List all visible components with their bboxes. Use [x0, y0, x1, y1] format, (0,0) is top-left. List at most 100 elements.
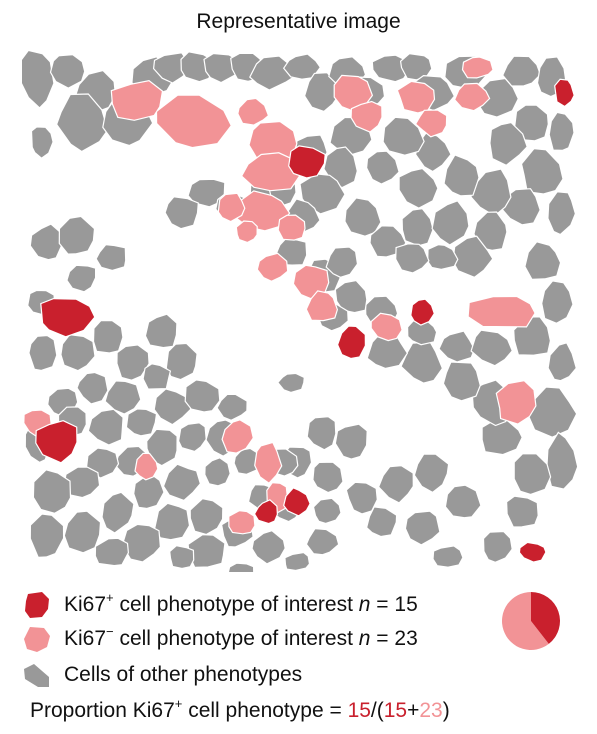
ki67-negative-cell: [228, 509, 256, 535]
other-cell: [400, 341, 444, 384]
ki67-positive-cell: [554, 78, 575, 108]
other-cell: [22, 49, 55, 109]
other-cell: [144, 313, 178, 349]
other-cell: [55, 93, 109, 153]
ki67-negative-cell: [110, 79, 164, 121]
other-cell: [382, 116, 425, 156]
legend-other-cells: Cells of other phenotypes: [22, 660, 302, 690]
other-cell: [216, 393, 248, 421]
ki67-negative-cell: [414, 109, 448, 138]
other-cell: [60, 333, 96, 372]
ki67-negative-cell: [134, 452, 159, 481]
other-cell: [365, 506, 398, 538]
other-cell: [104, 380, 142, 415]
ki67-positive-cell: [253, 499, 279, 525]
other-cell-icon: [24, 664, 49, 687]
ki67-negative-cell: [370, 312, 403, 342]
ki67-negative-cell: [396, 80, 436, 114]
figure-title: Representative image: [196, 10, 401, 33]
other-cell: [249, 55, 296, 91]
other-cell: [58, 215, 96, 255]
other-cell: [312, 461, 344, 494]
other-cell: [306, 416, 337, 451]
other-cell: [501, 55, 542, 87]
other-cell: [63, 510, 102, 554]
other-cell: [187, 178, 226, 208]
other-cell: [548, 111, 575, 152]
other-cell: [432, 545, 464, 568]
other-cell: [162, 463, 202, 502]
other-cell: [547, 342, 577, 382]
other-cell: [169, 545, 195, 570]
other-cell: [95, 243, 127, 272]
other-cell: [177, 422, 207, 453]
other-cell: [344, 197, 382, 237]
other-cell: [312, 497, 342, 525]
other-cell: [284, 551, 311, 572]
other-cell: [444, 484, 482, 519]
other-cell: [189, 498, 224, 536]
other-cell: [29, 223, 64, 261]
other-cell: [431, 200, 470, 246]
ki67-negative-cell: [467, 295, 536, 328]
ki67-positive-cell: [35, 420, 78, 464]
ki67-negative-cell: [237, 97, 270, 126]
other-cell: [401, 207, 434, 247]
ki67-positive-cell: [40, 297, 96, 338]
other-cell: [32, 469, 72, 514]
ki67-negative-cell: [221, 419, 254, 454]
legend-ki67-positive-text: Ki67+ cell phenotype of interest n = 15: [64, 590, 418, 616]
legend-ki67-positive: Ki67+ cell phenotype of interest n = 15: [22, 590, 418, 620]
other-cell: [282, 53, 322, 80]
other-cell: [153, 502, 191, 541]
other-cell: [527, 386, 578, 438]
ki67-negative-cells: [23, 56, 537, 535]
ki67-positive-cell: [410, 298, 435, 326]
other-cell: [514, 104, 549, 142]
other-cell: [404, 510, 441, 546]
other-cell: [406, 318, 438, 346]
other-cell: [489, 121, 528, 167]
other-cell: [184, 379, 221, 413]
other-cell: [165, 342, 198, 381]
ki67-negative-cell: [254, 441, 283, 484]
other-cell: [395, 243, 430, 274]
other-cell: [76, 371, 109, 405]
other-cell: [121, 523, 162, 563]
other-cell: [366, 332, 409, 370]
other-cell: [146, 428, 178, 467]
other-cell: [334, 423, 368, 460]
other-cell: [305, 527, 340, 556]
other-cell: [92, 319, 124, 354]
other-cell: [365, 150, 400, 185]
other-cell: [94, 537, 130, 567]
other-cell: [473, 211, 508, 251]
ki67-negative-cell: [155, 94, 233, 149]
pie-slice-ki67-negative: [502, 592, 549, 650]
ki67-negative-cell: [256, 252, 289, 282]
ki67-positive-cell: [336, 325, 367, 360]
ki67-negative-cell: [305, 290, 339, 322]
other-cell: [227, 562, 255, 572]
other-cell: [547, 191, 577, 236]
other-cell: [520, 148, 564, 195]
other-cell: [481, 418, 523, 456]
ki67-positive-cell: [283, 487, 311, 517]
other-cell: [541, 280, 574, 324]
other-cell: [116, 344, 150, 381]
pie-slice-ki67-positive: [531, 592, 560, 644]
other-cell: [49, 53, 86, 89]
other-cell: [29, 513, 65, 558]
other-cell: [101, 491, 135, 534]
ki67-positive-cells: [35, 78, 575, 563]
other-cell: [299, 173, 346, 215]
other-cell: [204, 457, 231, 487]
other-cell: [66, 264, 97, 293]
ki67-negative-cell: [277, 214, 306, 241]
ki67-negative-cell: [453, 82, 491, 112]
ki67-negative-cell: [235, 220, 258, 244]
ki67-negative-cell: [461, 56, 494, 79]
other-cell: [30, 126, 54, 159]
other-cell: [28, 334, 58, 372]
other-cell: [345, 481, 378, 515]
